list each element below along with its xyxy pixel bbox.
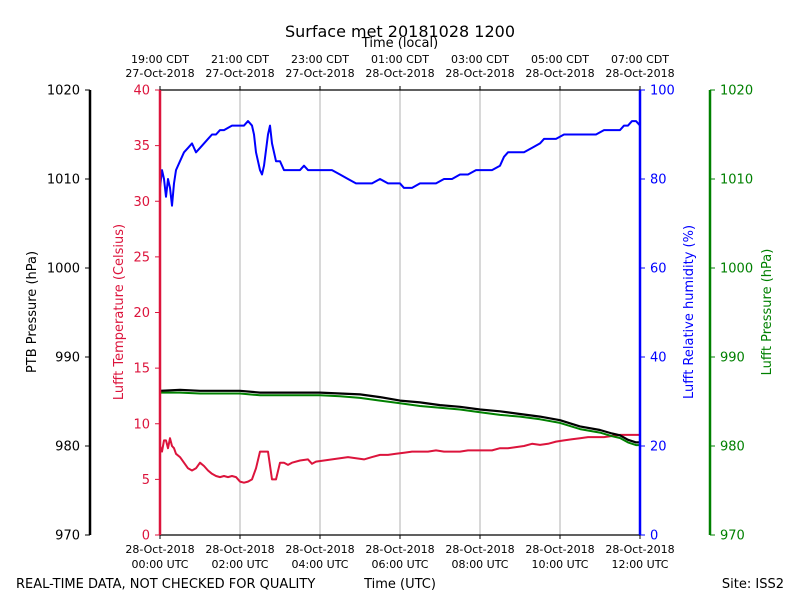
series-temperature-line [159, 433, 640, 484]
chart-title: Surface met 20181028 1200 [285, 22, 515, 41]
ptb_pressure-axis-tick-label: 1000 [47, 262, 80, 277]
quality-disclaimer: REAL-TIME DATA, NOT CHECKED FOR QUALITY [16, 577, 315, 592]
top-axis-tick-time: 05:00 CDT [531, 53, 589, 66]
x-axis-tick-time: 08:00 UTC [451, 558, 508, 571]
top-axis-tick-time: 21:00 CDT [211, 53, 269, 66]
x-axis-tick-date: 28-Oct-2018 [205, 543, 274, 556]
ptb_pressure-axis-tick-label: 990 [55, 351, 80, 366]
top-axis-tick-date: 28-Oct-2018 [525, 67, 594, 80]
humidity-axis-tick-label: 80 [650, 173, 667, 188]
x-axis-label: Time (UTC) [363, 577, 436, 592]
humidity-axis-tick-label: 20 [650, 440, 667, 455]
x-axis-tick-date: 28-Oct-2018 [445, 543, 514, 556]
site-label: Site: ISS2 [722, 577, 784, 592]
labels: Surface met 20181028 1200 Time (local) T… [16, 22, 784, 592]
lufft-pressure-axis-label: Lufft Pressure (hPa) [760, 249, 775, 376]
lufft_pressure-axis-tick-label: 980 [720, 440, 745, 455]
x-axis-tick-time: 10:00 UTC [531, 558, 588, 571]
x-axis-tick-time: 06:00 UTC [371, 558, 428, 571]
x-axis-tick-time: 04:00 UTC [291, 558, 348, 571]
x-axis-tick-time: 00:00 UTC [131, 558, 188, 571]
temperature-axis-tick-label: 0 [142, 529, 150, 544]
top-axis-tick-date: 27-Oct-2018 [125, 67, 194, 80]
humidity-axis-label: Lufft Relative humidity (%) [682, 225, 697, 399]
top-axis-tick-time: 07:00 CDT [611, 53, 669, 66]
temperature-axis-tick-label: 20 [133, 306, 150, 321]
top-axis-tick-date: 28-Oct-2018 [445, 67, 514, 80]
temperature-axis-tick-label: 40 [133, 84, 150, 99]
series-humidity-line [159, 120, 641, 207]
lufft_pressure-axis-tick-label: 970 [720, 529, 745, 544]
x-axis-tick-date: 28-Oct-2018 [365, 543, 434, 556]
ptb_pressure-axis-tick-label: 970 [55, 529, 80, 544]
ptb_pressure-axis-tick-label: 1020 [47, 84, 80, 99]
top-axis-tick-time: 23:00 CDT [291, 53, 349, 66]
temperature-axis-tick-label: 15 [133, 362, 150, 377]
lufft_pressure-axis-tick-label: 1010 [720, 173, 753, 188]
top-axis-tick-date: 27-Oct-2018 [285, 67, 354, 80]
lufft_pressure-axis-tick-label: 1000 [720, 262, 753, 277]
top-axis-tick-time: 03:00 CDT [451, 53, 509, 66]
top-axis-tick-date: 28-Oct-2018 [365, 67, 434, 80]
temperature-axis-label: Lufft Temperature (Celsius) [112, 224, 127, 400]
ptb_pressure-axis-tick-label: 1010 [47, 173, 80, 188]
temperature-axis-tick-label: 10 [133, 417, 150, 432]
top-axis-tick-date: 28-Oct-2018 [605, 67, 674, 80]
top-axis-label: Time (local) [361, 36, 438, 51]
top-axis-tick-date: 27-Oct-2018 [205, 67, 274, 80]
series-lufft_pressure-line [160, 391, 640, 447]
series-lines [159, 120, 641, 484]
humidity-axis-tick-label: 0 [650, 529, 658, 544]
x-axis-tick-date: 28-Oct-2018 [525, 543, 594, 556]
lufft_pressure-axis-tick-label: 990 [720, 351, 745, 366]
x-axis-tick-date: 28-Oct-2018 [125, 543, 194, 556]
ptb_pressure-axis-tick-label: 980 [55, 440, 80, 455]
temperature-axis-tick-label: 5 [142, 473, 150, 488]
temperature-axis-tick-label: 30 [133, 195, 150, 210]
x-axis-tick-date: 28-Oct-2018 [605, 543, 674, 556]
top-axis-tick-time: 19:00 CDT [131, 53, 189, 66]
temperature-axis-tick-label: 35 [133, 139, 150, 154]
humidity-axis-tick-label: 60 [650, 262, 667, 277]
axes: 970 980 990 1000 1010 1020 0 5 10 15 20 25 30 35 40 0 20… [47, 53, 753, 571]
lufft_pressure-axis-tick-label: 1020 [720, 84, 753, 99]
series-ptb_pressure-line [159, 388, 640, 444]
humidity-axis-tick-label: 100 [650, 84, 675, 99]
humidity-axis-tick-label: 40 [650, 351, 667, 366]
vertical-grid [239, 90, 561, 535]
top-axis-tick-time: 01:00 CDT [371, 53, 429, 66]
x-axis-tick-time: 12:00 UTC [611, 558, 668, 571]
temperature-axis-tick-label: 25 [133, 250, 150, 265]
x-axis-tick-date: 28-Oct-2018 [285, 543, 354, 556]
ptb-pressure-axis-label: PTB Pressure (hPa) [25, 251, 40, 373]
x-axis-tick-time: 02:00 UTC [211, 558, 268, 571]
